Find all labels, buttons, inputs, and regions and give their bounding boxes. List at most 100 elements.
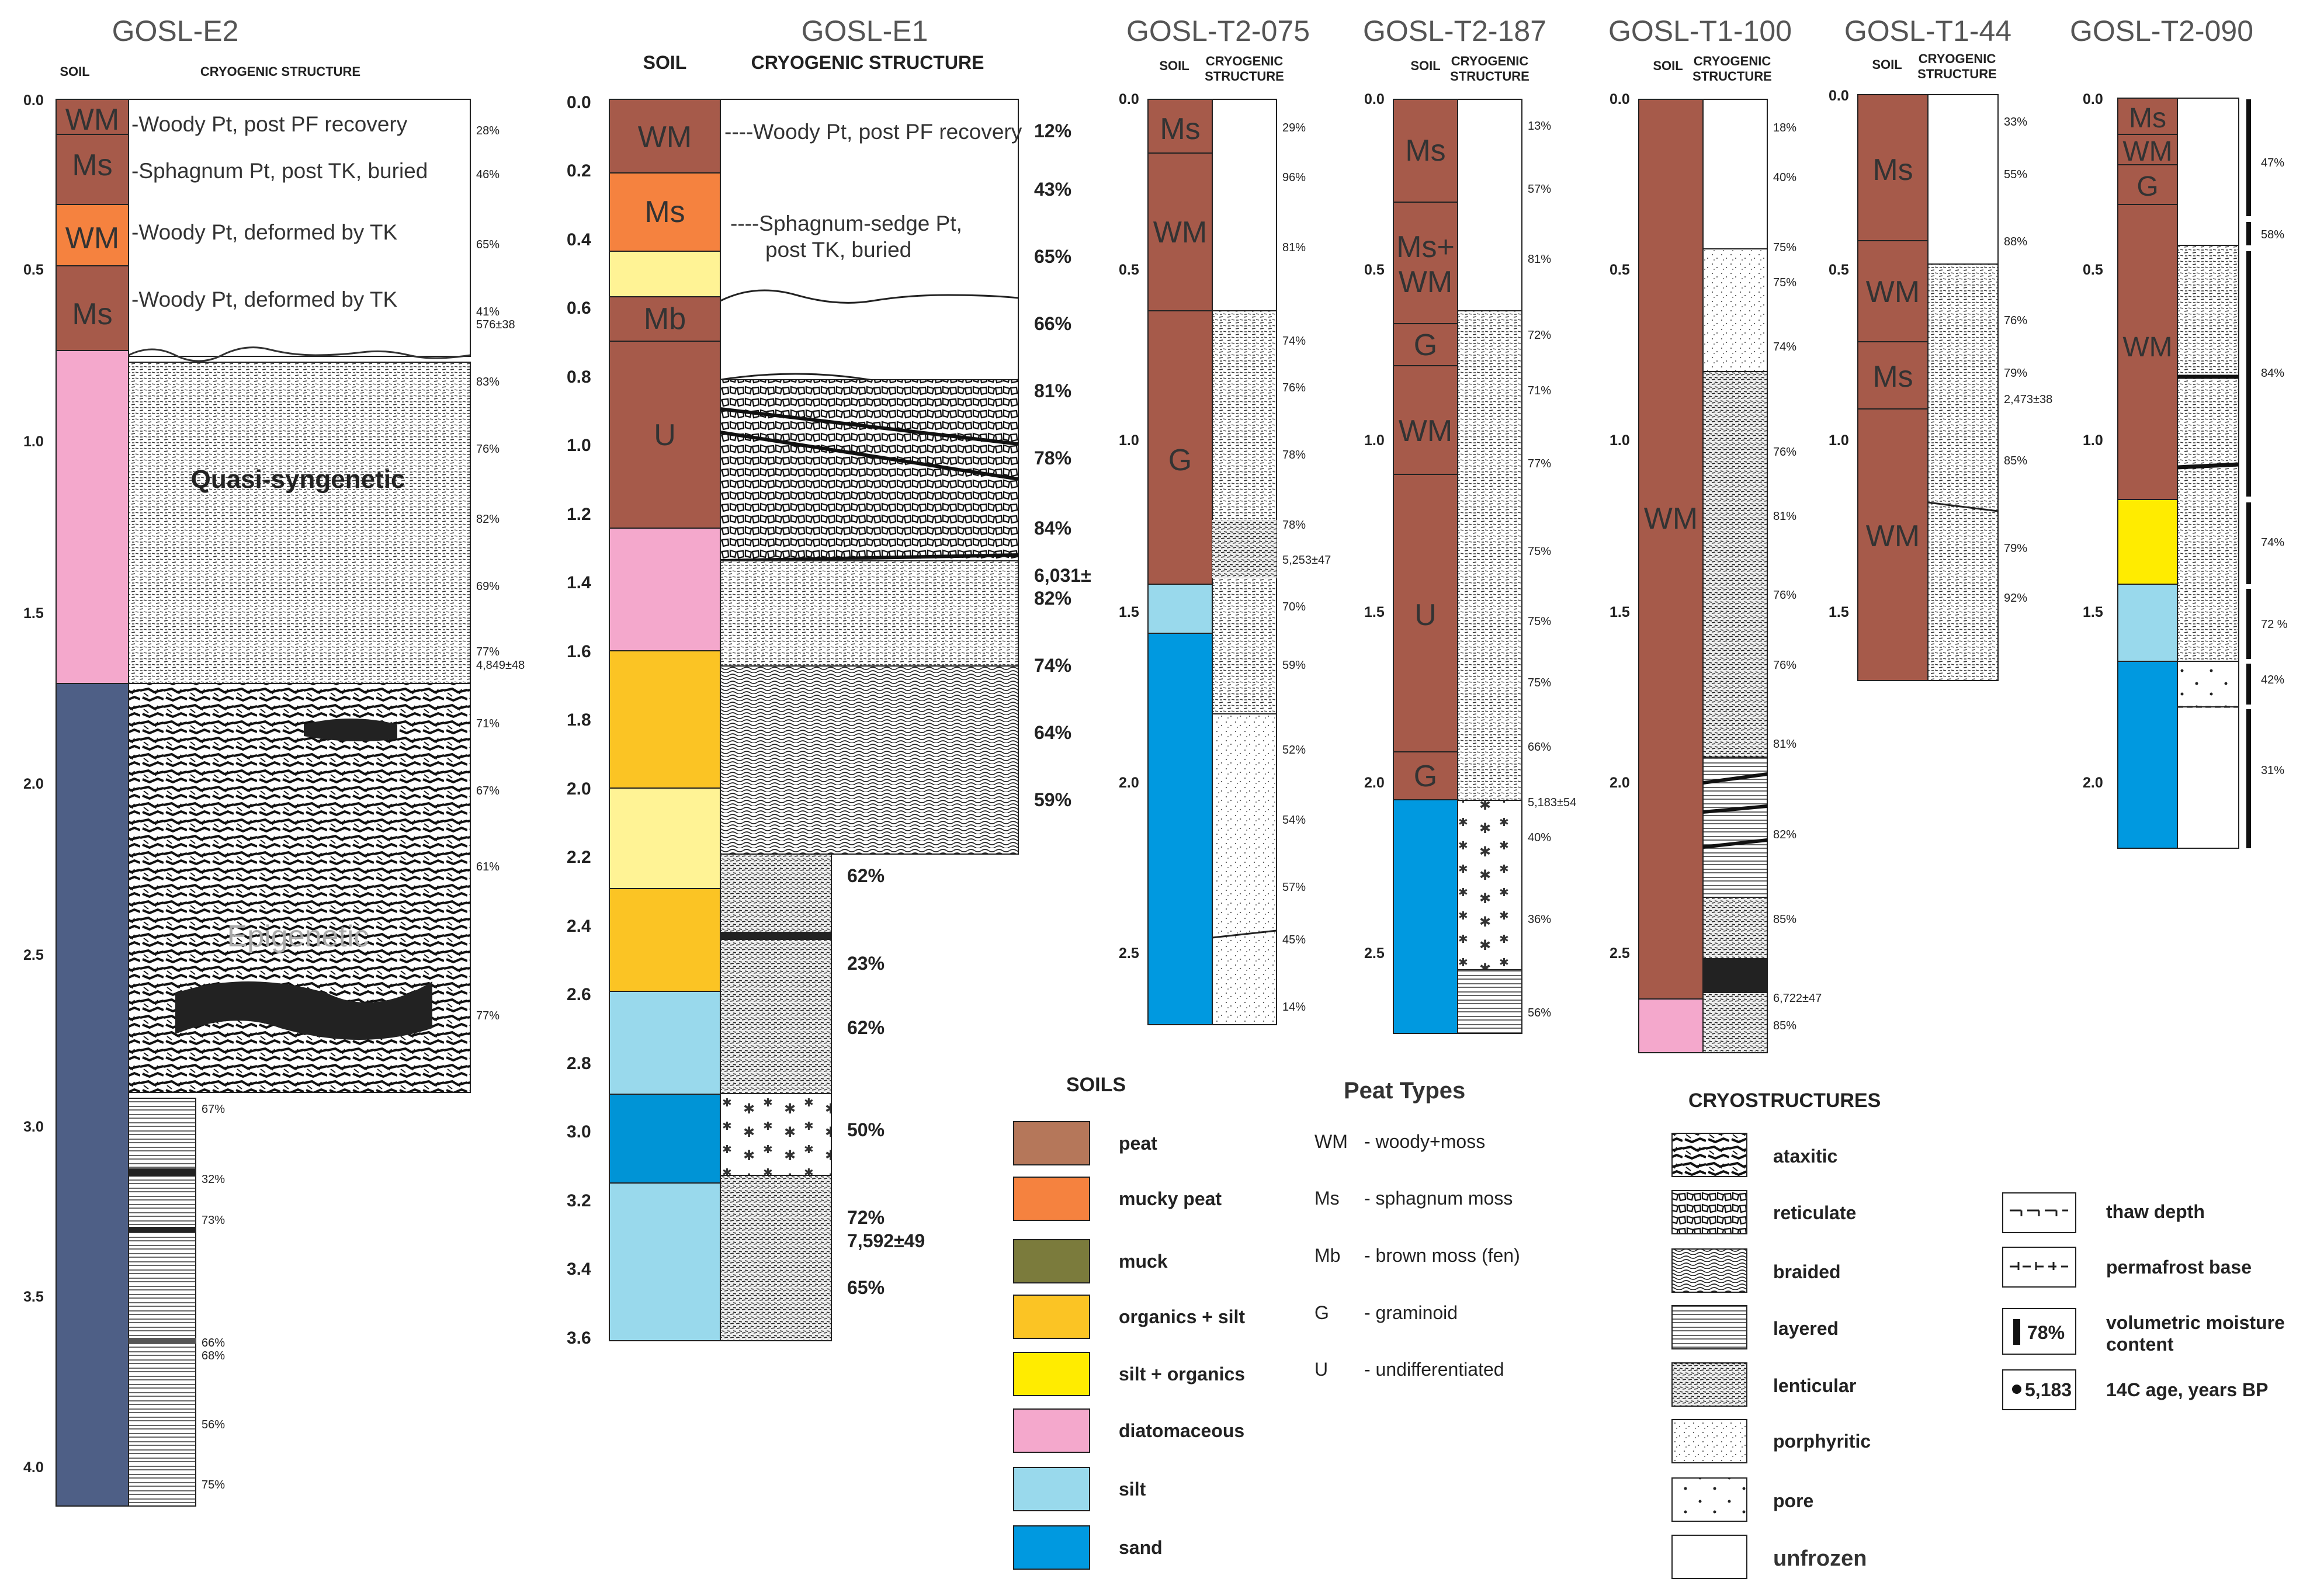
soil-layer [1147,310,1213,585]
column-gosl-t2-187: GOSL-T2-187 SOIL CRYOGENIC STRUCTURE 0.0… [1363,15,1576,1034]
value-label: 75% [1773,241,1796,254]
layer-label: Ms [1160,112,1200,146]
value-label: 5,253±47 [1282,554,1331,567]
cryo-header: CRYOGENIC STRUCTURE [751,52,984,73]
tick-label: 0.5 [1829,262,1849,278]
soil-layer [609,251,721,297]
soil-layer [56,350,129,684]
tick-label: 0.0 [1829,88,1849,104]
soil-layer [1857,408,1929,681]
tick-label: 1.5 [2083,604,2103,620]
soil-layer [1857,341,1929,410]
legend-swatch [1013,1408,1090,1453]
cryo-porphyritic [720,1093,832,1176]
layer-label: G [1168,443,1192,477]
legend-label: permafrost base [2106,1257,2252,1278]
soil-layer [56,99,129,135]
value-label: 65% [847,1277,885,1298]
column-title: GOSL-E1 [802,15,928,47]
value-label: 88% [2004,235,2027,248]
cryo-porphyritic [1457,800,1522,970]
value-label: 33% [2004,116,2027,129]
legend-soils: SOILS peat mucky peat muck organics + si… [1013,1074,1245,1570]
permafrost-base-symbol [2010,1262,2068,1270]
value-label: 81% [1034,380,1071,401]
soil-layer [609,787,721,889]
legend-swatch [1671,1362,1747,1407]
legend-swatch [1671,1535,1747,1579]
value-label: 56% [1528,1007,1551,1019]
tick-label: 3.5 [23,1289,44,1305]
tick-label: 1.8 [567,710,591,730]
legend-swatch [1671,1133,1747,1177]
soil-layer [1857,240,1929,342]
tick-label: 0.0 [567,93,591,112]
ice-band [1702,772,1768,849]
depth-axis: 0.0 0.5 1.0 1.5 2.0 2.5 [1364,91,1385,962]
layer-label: WM [638,120,692,154]
value-label: 52% [1282,744,1306,757]
value-label: 78% [1034,447,1071,469]
value-label: 4,849±48 [476,659,525,672]
value-label: 50% [847,1119,885,1140]
ice-band [129,1338,196,1344]
value-label: 82% [1034,588,1071,609]
tick-label: 0.0 [1364,91,1385,107]
annotation: -Woody Pt, post PF recovery [131,112,408,136]
soil-layer [2117,584,2178,662]
legend-swatch [1013,1352,1090,1396]
legend-swatch [1013,1239,1090,1283]
tick-label: 0.6 [567,299,591,318]
value-label: 84% [1034,518,1071,539]
annotation: post TK, buried [765,238,911,262]
moisture-values: 33% 55% 88% 76% 79% 2,473±38 85% 79% 92% [2004,116,2052,605]
cryo-unfrozen [128,99,471,357]
tick-label: 2.0 [2083,775,2103,791]
legend-label: diatomaceous [1119,1420,1244,1441]
value-label: 75% [1528,545,1551,558]
tick-label: 1.0 [23,433,44,450]
value-label: 46% [476,168,500,181]
cryo-layered [128,1098,196,1507]
moisture-bar [2246,99,2251,216]
legend-label: layered [1773,1318,1839,1339]
layer-label: G [1414,328,1437,362]
tick-label: 3.2 [567,1191,591,1210]
legend-box-text: 78% [2027,1322,2065,1343]
value-label: 62% [847,1017,885,1038]
value-label: 81% [1773,510,1796,523]
legend-swatch [1013,1121,1090,1165]
moisture-bar [2246,502,2251,584]
soil-layer [2117,204,2178,500]
cryo-unfrozen [1457,99,1522,311]
cryo-lenticular [720,1175,832,1341]
ice-band [129,1168,196,1177]
value-label: 66% [1528,741,1551,754]
depth-axis: 0.0 0.5 1.0 1.5 2.0 [2083,91,2103,791]
value-label: 59% [1282,659,1306,672]
tick-label: 0.4 [567,230,591,249]
soil-layer [56,134,129,205]
value-label: 40% [1528,831,1551,844]
value-label: 28% [476,124,500,137]
cryo-porphyritic [1212,713,1277,1025]
legend-box-text: 5,183 [2025,1379,2072,1400]
tick-label: 2.0 [1364,775,1385,791]
legend-label: lenticular [1773,1375,1856,1396]
moisture-values: 28% 46% 65% 41% 576±38 83% 76% 82% 69% 7… [202,124,525,1491]
legend-swatch [1671,1190,1747,1234]
peat-code: G [1314,1302,1329,1323]
value-label: 57% [1282,881,1306,894]
legend-swatch [1013,1177,1090,1221]
moisture-bar [2246,251,2251,497]
thaw-line [720,289,1019,304]
cryo-braided [720,665,1019,855]
soil-layer [1393,799,1458,1034]
legend-swatch [1671,1248,1747,1293]
peat-desc: - woody+moss [1364,1131,1485,1152]
cryo-lenticular [1212,520,1277,578]
value-label: 12% [1034,120,1071,141]
legend-label: peat [1119,1133,1157,1154]
moisture-values: 18% 40% 75% 75% 74% 76% 81% 76% 76% 81% … [1773,122,1822,1032]
ice-band [1703,958,1767,993]
